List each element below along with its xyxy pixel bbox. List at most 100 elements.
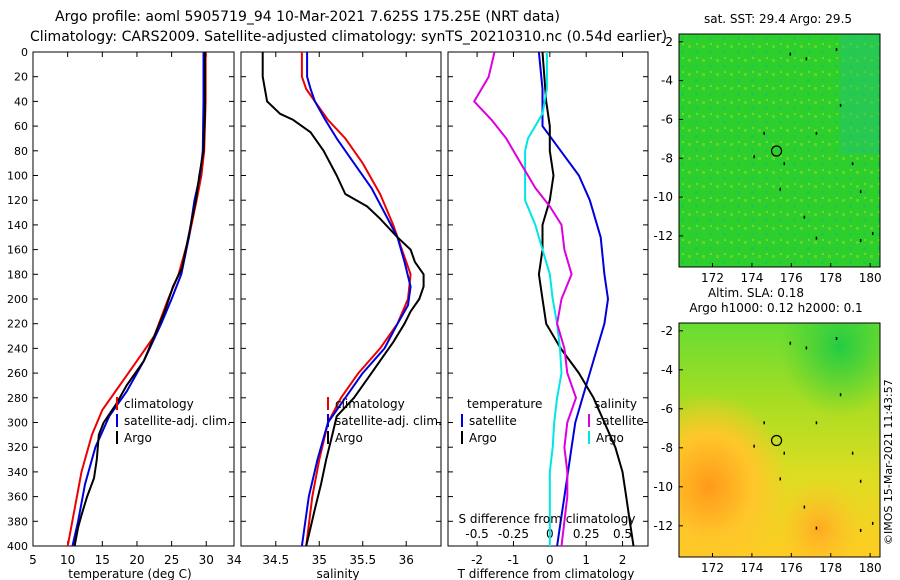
depth-tick-label: 220 — [7, 318, 28, 331]
x-tick-label: 34 — [226, 553, 241, 567]
sst-map-east-band — [840, 34, 880, 154]
depth-tick-label: 240 — [7, 342, 28, 355]
float-speck — [871, 521, 874, 525]
float-speck — [859, 239, 862, 243]
depth-tick-label: 200 — [7, 293, 28, 306]
difference-legend: temperature satellite Argo salinity sate… — [461, 397, 644, 445]
x-tick-label: 30 — [199, 553, 214, 567]
depth-tick-label: 0 — [21, 46, 28, 59]
legend-label-argo: Argo — [335, 431, 363, 445]
depth-tick-label: 380 — [7, 515, 28, 528]
legend-label-s-argo: Argo — [596, 431, 624, 445]
difference-xlabel: T difference from climatology — [457, 567, 635, 580]
sla-map-title-1: Altim. SLA: 0.18 — [708, 286, 804, 300]
depth-tick-label: 40 — [14, 95, 28, 108]
float-speck — [789, 52, 792, 56]
sst-map-field — [679, 34, 880, 267]
map-y-tick-label: -8 — [661, 441, 673, 455]
difference-plot-frame — [447, 51, 649, 547]
float-speck — [815, 236, 818, 240]
depth-axis: 0 20 40 60 80 100 120 140 160 180 200 220 240 260 280 3… — [7, 46, 28, 553]
depth-tick-label: 400 — [7, 540, 28, 553]
map-x-tick-label: 172 — [701, 561, 724, 575]
depth-tick-label: 80 — [14, 145, 28, 158]
temperature-lines — [66, 52, 207, 546]
sst-map-frame — [678, 33, 881, 268]
map-y-tick-label: -12 — [653, 229, 673, 243]
sst-map-axes: -2 -4 -6 -8 -10 -12 172 174 176 178 180 — [653, 35, 881, 285]
map-y-tick-label: -8 — [661, 151, 673, 165]
argo-location-marker — [770, 434, 783, 447]
map-x-tick-label: 178 — [819, 561, 842, 575]
float-speck — [803, 215, 806, 219]
legend-title-temperature: temperature — [467, 397, 542, 411]
map-x-tick-label: 174 — [740, 561, 763, 575]
legend-title-salinity: salinity — [594, 397, 637, 411]
argo-location-marker — [770, 145, 783, 157]
float-speck — [839, 393, 842, 397]
x-tick-label: 35 — [312, 553, 327, 567]
sla-map-frame — [678, 322, 881, 558]
map-x-tick-label: 178 — [819, 271, 842, 285]
map-y-tick-label: -10 — [653, 480, 673, 494]
salinity-lines — [261, 52, 425, 546]
sla-map-specks — [753, 337, 874, 532]
depth-tick-label: 60 — [14, 120, 28, 133]
map-y-tick-label: -12 — [653, 519, 673, 533]
sst-map-specks — [753, 47, 874, 243]
x-tick-label: 10 — [60, 553, 75, 567]
x-tick-label: 1 — [582, 553, 590, 567]
temperature-axes: 5 10 15 20 25 30 34 — [29, 51, 242, 567]
x2-tick-label: 0.5 — [613, 527, 632, 541]
x-tick-label: 35.5 — [349, 553, 376, 567]
sla-map — [678, 322, 881, 558]
depth-tick-label: 100 — [7, 170, 28, 183]
legend-label-satellite: satellite-adj. clim. — [335, 414, 442, 428]
series-line-s-difference — [524, 52, 563, 546]
temperature-legend: climatology satellite-adj. clim. Argo — [116, 397, 231, 445]
float-speck — [835, 337, 838, 341]
series-line-argo — [261, 52, 425, 546]
x-tick-label: 20 — [129, 553, 144, 567]
x-tick-label: 34.5 — [262, 553, 289, 567]
float-speck — [815, 421, 818, 425]
map-y-tick-label: -6 — [661, 112, 673, 126]
series-line-satellite-adj-clim- — [71, 52, 205, 546]
sla-map-orange-patch-south — [679, 323, 880, 557]
depth-tick-label: 20 — [14, 71, 28, 84]
depth-tick-label: 140 — [7, 219, 28, 232]
legend-label-t-satellite: satellite — [469, 414, 517, 428]
legend-label-t-argo: Argo — [469, 431, 497, 445]
legend-label-climatology: climatology — [124, 397, 194, 411]
series-line-s-satellite — [473, 52, 577, 546]
sst-map-tint — [679, 34, 880, 267]
map-x-tick-label: 180 — [859, 271, 882, 285]
x2-tick-label: -0.25 — [498, 527, 529, 541]
float-speck — [815, 526, 818, 530]
map-y-tick-label: -2 — [661, 324, 673, 338]
salinity-legend: climatology satellite-adj. clim. Argo — [327, 397, 442, 445]
header-line-2: Climatology: CARS2009. Satellite-adjuste… — [30, 29, 667, 45]
x-tick-label: 25 — [164, 553, 179, 567]
x-tick-label: 2 — [619, 553, 627, 567]
credit: ©IMOS 15-Mar-2021 11:43:57 — [882, 379, 895, 545]
float-speck — [789, 341, 792, 345]
float-speck — [871, 232, 874, 236]
float-speck — [783, 162, 786, 166]
x2-tick-label: -0.5 — [465, 527, 488, 541]
x-tick-label: -1 — [507, 553, 519, 567]
map-y-tick-label: -6 — [661, 402, 673, 416]
map-y-tick-label: -10 — [653, 190, 673, 204]
salinity-xlabel: salinity — [316, 567, 359, 580]
float-speck — [859, 528, 862, 532]
float-speck — [803, 505, 806, 509]
map-x-tick-label: 180 — [859, 561, 882, 575]
difference-x2label: S difference from climatology — [459, 512, 636, 526]
map-x-tick-label: 176 — [780, 271, 803, 285]
sst-map — [678, 33, 881, 268]
float-speck — [763, 421, 765, 425]
temperature-xlabel: temperature (deg C) — [68, 567, 191, 580]
sla-map-axes: -2 -4 -6 -8 -10 -12 172 174 176 178 180 — [653, 324, 881, 575]
depth-tick-label: 360 — [7, 491, 28, 504]
series-line-argo — [73, 52, 206, 546]
